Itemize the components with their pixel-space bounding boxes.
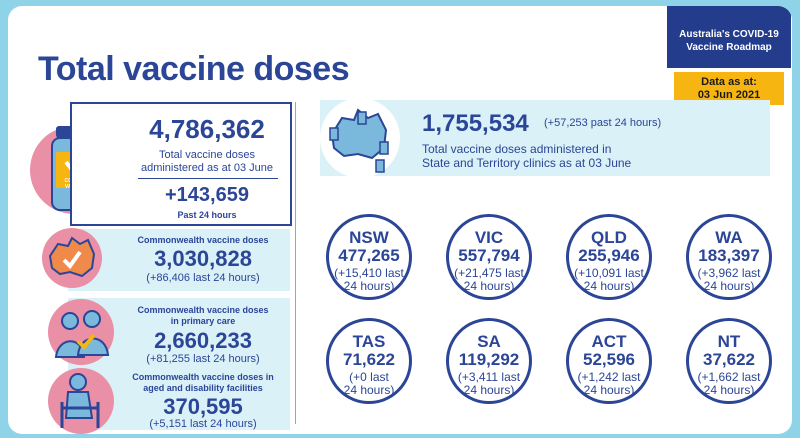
total-change-value: +143,659 [165,184,249,206]
state-change-period: 24 hours) [703,279,755,293]
state-change-period: 24 hours) [343,279,395,293]
state-change: (+1,662 last [697,370,761,384]
state-clinics-label-line1: Total vaccine doses administered in [422,142,612,156]
state-circle-sa: SA 119,292 (+3,411 last 24 hours) [446,318,532,404]
state-circle-wa: WA 183,397 (+3,962 last 24 hours) [686,214,772,300]
state-change-period: 24 hours) [583,279,635,293]
state-value: 557,794 [458,246,520,265]
roadmap-badge: Australia's COVID-19 Vaccine Roadmap [667,6,791,68]
commonwealth-change: (+86,406 last 24 hours) [146,272,260,284]
state-change-period: 24 hours) [583,383,635,397]
state-name: VIC [474,228,504,247]
primary-care-change: (+81,255 last 24 hours) [146,353,260,365]
state-clinics-change: (+57,253 past 24 hours) [544,117,662,129]
state-name: WA [715,228,743,247]
state-value: 71,622 [343,350,395,369]
page-title: Total vaccine doses [38,50,350,88]
roadmap-line2: Vaccine Roadmap [686,42,772,53]
state-change: (+21,475 last [454,266,524,280]
state-circle-nsw: NSW 477,265 (+15,410 last 24 hours) [326,214,412,300]
state-change: (+3,962 last [697,266,761,280]
commonwealth-panel [68,229,290,291]
total-doses-value: 4,786,362 [149,114,265,144]
total-doses-card: 4,786,362 Total vaccine doses administer… [70,102,292,226]
primary-care-label-line1: Commonwealth vaccine doses [137,305,269,315]
state-name: QLD [591,228,627,247]
total-change-label: Past 24 hours [177,210,237,220]
state-change-period: 24 hours) [463,279,515,293]
data-as-at-badge: Data as at: 03 Jun 2021 [674,72,784,105]
state-value: 183,397 [698,246,760,265]
aged-care-label-line1: Commonwealth vaccine doses in [132,372,274,382]
state-value: 37,622 [703,350,755,369]
state-change: (+0 last [349,370,389,384]
elderly-person-icon [48,368,114,434]
aged-care-change: (+5,151 last 24 hours) [149,418,257,430]
state-circle-act: ACT 52,596 (+1,242 last 24 hours) [566,318,652,404]
commonwealth-label: Commonwealth vaccine doses [137,235,269,245]
data-as-at-date: 03 Jun 2021 [697,89,761,101]
state-value: 52,596 [583,350,635,369]
total-label-line2: administered as at 03 June [140,162,274,174]
state-name: NT [717,332,741,351]
state-change: (+10,091 last [574,266,644,280]
state-circle-tas: TAS 71,622 (+0 last 24 hours) [326,318,412,404]
aged-care-label: Commonwealth vaccine doses in aged and d… [118,372,288,394]
state-change: (+15,410 last [334,266,404,280]
state-change: (+1,242 last [577,370,641,384]
state-value: 255,946 [578,246,640,265]
state-name: TAS [352,332,386,351]
total-label-line1: Total vaccine doses [159,149,255,161]
state-clinics-value: 1,755,534 [422,110,529,137]
state-clinics-label: Total vaccine doses administered in Stat… [422,142,631,170]
state-map-vials-icon [320,98,400,178]
commonwealth-value: 3,030,828 [154,246,252,271]
primary-care-label-line2: in primary care [170,316,236,326]
infographic-page: Australia's COVID-19 Vaccine Roadmap Dat… [8,6,792,434]
state-circle-nt: NT 37,622 (+1,662 last 24 hours) [686,318,772,404]
data-as-at-label: Data as at: [701,76,757,88]
state-value: 477,265 [338,246,400,265]
state-circle-qld: QLD 255,946 (+10,091 last 24 hours) [566,214,652,300]
state-value: 119,292 [458,350,520,369]
state-clinics-label-line2: State and Territory clinics as at 03 Jun… [422,156,632,170]
primary-care-value: 2,660,233 [154,328,252,353]
doctor-patient-icon [48,299,114,365]
australia-map-icon [42,228,102,288]
state-change-period: 24 hours) [703,383,755,397]
state-name: NSW [349,228,389,247]
primary-care-label: Commonwealth vaccine doses in primary ca… [118,305,288,327]
state-change: (+3,411 last [457,370,521,384]
vertical-divider [295,102,296,424]
roadmap-line1: Australia's COVID-19 [679,29,779,40]
total-divider [138,178,278,179]
state-circle-vic: VIC 557,794 (+21,475 last 24 hours) [446,214,532,300]
state-name: ACT [591,332,627,351]
aged-care-label-line2: aged and disability facilities [143,383,263,393]
total-doses-label: Total vaccine doses administered as at 0… [122,149,292,175]
state-change-period: 24 hours) [343,383,395,397]
aged-care-value: 370,595 [163,394,243,419]
state-change-period: 24 hours) [463,383,515,397]
state-name: SA [477,332,501,351]
